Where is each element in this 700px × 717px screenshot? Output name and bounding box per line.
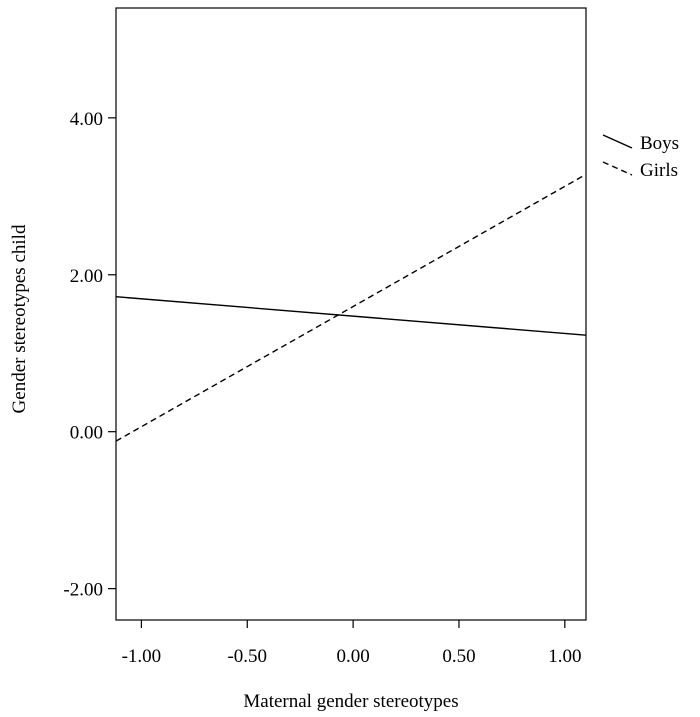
x-tick-label: 1.00 <box>548 646 581 667</box>
series-line-girls <box>115 173 587 442</box>
y-axis-title: Gender stereotypes child <box>9 224 30 413</box>
x-tick-label: -1.00 <box>122 646 162 667</box>
legend-label-boys: Boys <box>640 133 679 154</box>
y-tick-label: 2.00 <box>70 266 103 287</box>
x-tick-label: 0.00 <box>336 646 369 667</box>
x-tick-label: 0.50 <box>442 646 475 667</box>
legend-swatch-girls <box>602 161 633 176</box>
y-tick-label: 4.00 <box>70 109 103 130</box>
legend-swatch-boys <box>602 134 633 149</box>
series-line-boys <box>115 296 587 336</box>
series-lines <box>115 173 587 442</box>
y-tick-label: 0.00 <box>70 423 103 444</box>
y-tick-label: -2.00 <box>63 580 103 601</box>
y-axis-ticks: -2.00 0.00 2.00 4.00 <box>63 109 116 601</box>
legend-label-girls: Girls <box>640 160 678 181</box>
plot-frame <box>115 7 587 621</box>
x-tick-label: -0.50 <box>227 646 267 667</box>
legend: Boys Girls <box>602 133 679 181</box>
x-axis-title: Maternal gender stereotypes <box>243 691 458 712</box>
x-axis-ticks: -1.00 -0.50 0.00 0.50 1.00 <box>122 620 581 667</box>
